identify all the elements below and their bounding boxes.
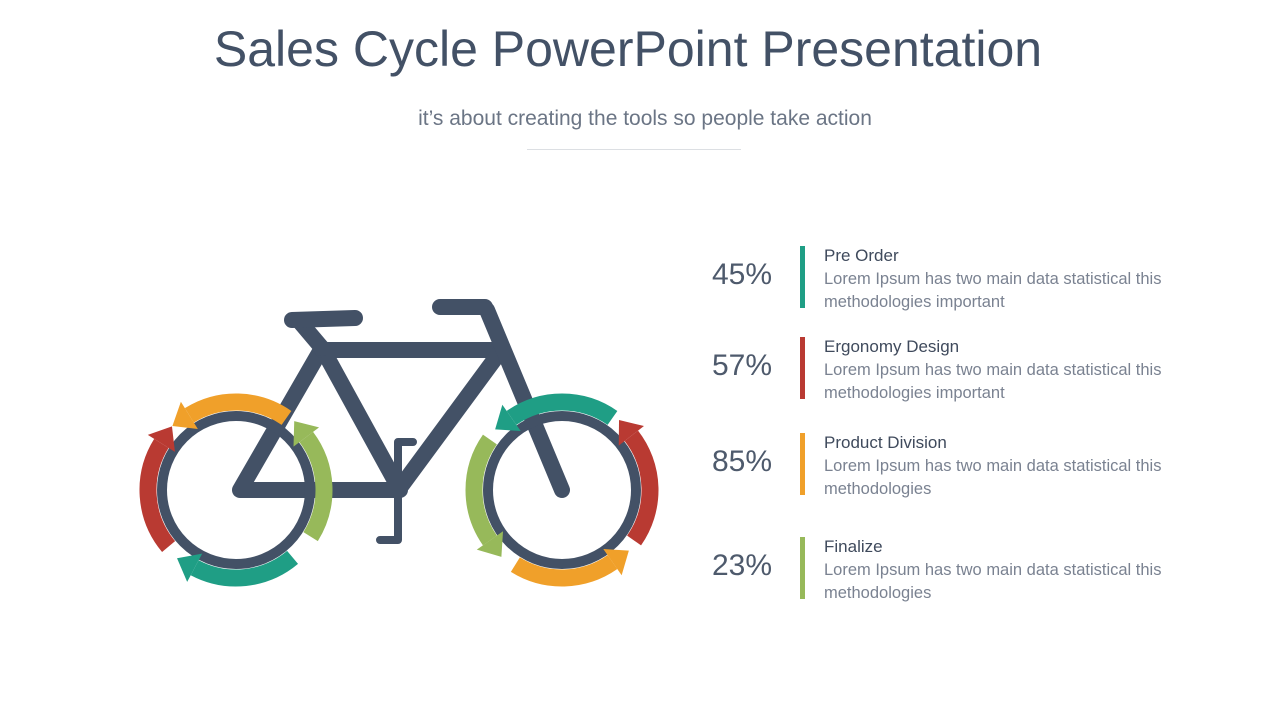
percent: 23% [711, 549, 773, 582]
accent-bar [800, 337, 805, 399]
arrow-head [293, 421, 320, 447]
cycle-arrow [190, 550, 299, 587]
item-text: Lorem Ipsum has two main data statistica… [824, 561, 1162, 602]
accent-bar [800, 246, 805, 308]
item-title: Product Division [824, 433, 947, 452]
accent-bar [800, 537, 805, 599]
item: 57% Ergonomy Design Lorem Ipsum has two ma… [700, 337, 1220, 417]
arrow-head [172, 401, 198, 429]
arrow-head [603, 548, 629, 576]
item-text: Lorem Ipsum has two main data statistica… [824, 361, 1162, 402]
item-text: Lorem Ipsum has two main data statistica… [824, 270, 1162, 311]
item: 45% Pre Order Lorem Ipsum has two main dat… [700, 246, 1220, 326]
cycle-arrow [299, 431, 333, 542]
percent: 85% [711, 445, 773, 478]
arrow-head [476, 531, 504, 557]
cycle-arrow [184, 393, 292, 426]
kickstand [376, 438, 417, 544]
cycle-arrow [624, 430, 659, 546]
title: Sales Cycle PowerPoint Presentation [213, 21, 1043, 77]
accent-bar [800, 433, 805, 495]
item-title: Pre Order [824, 246, 899, 265]
percent: 57% [711, 349, 773, 382]
cycle-arrow [510, 554, 618, 587]
bicycle [139, 299, 659, 587]
percent: 45% [711, 258, 773, 291]
arrow-head [495, 404, 521, 432]
item: 23% Finalize Lorem Ipsum has two main data… [700, 537, 1220, 617]
cycle-arrow [506, 393, 618, 426]
subtitle: it’s about creating the tools so people … [418, 107, 872, 130]
arrow-head [177, 553, 203, 582]
divider [527, 149, 741, 150]
item-text: Lorem Ipsum has two main data statistica… [824, 457, 1162, 498]
front-wheel [483, 411, 641, 569]
item-title: Ergonomy Design [824, 337, 960, 356]
cycle-arrow [465, 434, 498, 546]
item: 85% Product Division Lorem Ipsum has two m… [700, 433, 1220, 513]
cycle-arrow [139, 438, 176, 553]
arrow-head [618, 420, 644, 446]
arrow-head [147, 426, 175, 452]
rear-wheel [157, 411, 315, 569]
item-title: Finalize [824, 537, 883, 556]
